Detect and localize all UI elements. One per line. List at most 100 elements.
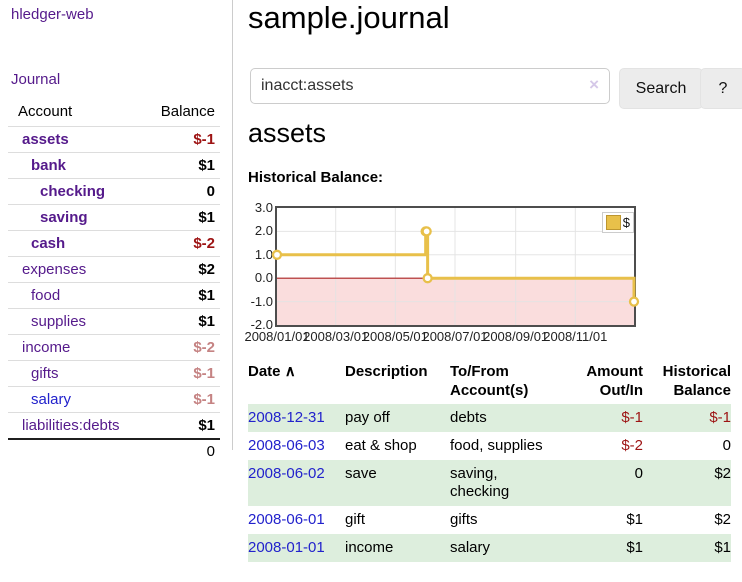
transaction-amount: 0 <box>634 465 643 482</box>
account-row: salary $-1 <box>8 386 220 413</box>
transaction-date-link[interactable]: 2008-06-02 <box>248 465 325 482</box>
sidebar-account-link[interactable]: bank <box>31 157 67 174</box>
transaction-accounts: saving, checking <box>450 465 510 500</box>
sidebar-account-link[interactable]: liabilities:debts <box>22 417 120 434</box>
search-row: × Search ? <box>248 68 742 109</box>
register-row: 2008-06-01 gift gifts $1 $2 <box>248 506 731 534</box>
transaction-amount: $1 <box>626 539 643 556</box>
y-tick-label: 0.0 <box>254 270 273 286</box>
transaction-date-link[interactable]: 2008-06-03 <box>248 437 325 454</box>
transaction-description: gift <box>345 511 366 528</box>
transaction-accounts-cell: gifts <box>450 506 567 534</box>
sidebar-account-link[interactable]: expenses <box>22 261 87 278</box>
total-row-spacer <box>8 438 147 463</box>
account-row: cash $-2 <box>8 230 220 257</box>
sidebar-account-link[interactable]: assets <box>22 131 69 148</box>
legend-swatch-icon <box>605 215 621 230</box>
transaction-amount: $1 <box>626 511 643 528</box>
sidebar-account-link[interactable]: food <box>31 287 61 304</box>
register-col-amount: Amount Out/In <box>586 363 643 399</box>
clear-search-icon[interactable]: × <box>589 75 599 94</box>
account-name-cell: food <box>8 282 147 309</box>
sidebar-total-row: 0 <box>8 438 220 463</box>
accounts-header-row: Account Balance <box>8 100 220 127</box>
transaction-accounts: food, supplies <box>450 437 543 454</box>
register-col-balance: Historical Balance <box>662 363 731 399</box>
transaction-accounts: gifts <box>450 511 478 528</box>
account-row: food $1 <box>8 282 220 309</box>
transaction-date-link[interactable]: 2008-12-31 <box>248 409 325 426</box>
account-balance: $2 <box>146 256 220 283</box>
register-body: 2008-12-31 pay off debts $-1 $-1 2008-06-03 ea… <box>248 404 731 562</box>
accounts-table: Account Balance assets $-1 bank $1 checking 0… <box>8 100 220 463</box>
transaction-accounts: debts <box>450 409 487 426</box>
help-button[interactable]: ? <box>700 68 742 109</box>
transaction-description: eat & shop <box>345 437 417 454</box>
register-col-accounts: To/From Account(s) <box>450 358 567 404</box>
journal-nav-link[interactable]: Journal <box>11 71 61 88</box>
account-row: liabilities:debts $1 <box>8 412 220 439</box>
legend-label: $ <box>622 215 630 230</box>
account-name-cell: supplies <box>8 308 147 335</box>
account-balance: $-2 <box>146 230 220 257</box>
account-balance: $-1 <box>146 126 220 153</box>
search-button[interactable]: Search <box>619 68 703 109</box>
account-balance: $-1 <box>146 360 220 387</box>
sidebar-account-link[interactable]: gifts <box>31 365 59 382</box>
transaction-date-link[interactable]: 2008-06-01 <box>248 511 325 528</box>
account-balance: $-1 <box>146 386 220 413</box>
sidebar-account-link[interactable]: salary <box>31 391 72 408</box>
account-balance: $1 <box>146 412 220 439</box>
transaction-amount: $-2 <box>621 437 643 454</box>
x-tick-label: 2008/09/01 <box>483 329 549 344</box>
transaction-accounts-cell: salary <box>450 534 567 562</box>
transaction-accounts-cell: saving, checking <box>450 460 567 506</box>
sidebar-account-link[interactable]: income <box>22 339 71 356</box>
sidebar-account-link[interactable]: supplies <box>31 313 87 330</box>
sidebar-account-link[interactable]: checking <box>40 183 106 200</box>
transaction-accounts: salary <box>450 539 491 556</box>
account-name-cell: expenses <box>8 256 147 283</box>
sidebar-account-link[interactable]: saving <box>40 209 88 226</box>
account-column-header: Account <box>18 103 73 120</box>
register-table: Date ∧ Description To/From Account(s) Am… <box>248 358 731 562</box>
x-tick-label: 2008/11/01 <box>543 329 608 344</box>
register-col-description: Description <box>345 363 428 380</box>
transaction-balance: $2 <box>714 511 731 528</box>
transaction-description: income <box>345 539 394 556</box>
account-name-cell: checking <box>8 178 147 205</box>
account-row: assets $-1 <box>8 126 220 153</box>
search-input[interactable] <box>250 68 610 104</box>
account-balance: $1 <box>146 282 220 309</box>
chart-title: Historical Balance: <box>248 169 384 186</box>
account-row: supplies $1 <box>8 308 220 335</box>
account-row: bank $1 <box>8 152 220 179</box>
account-name-cell: liabilities:debts <box>8 412 147 439</box>
transaction-description: save <box>345 465 377 482</box>
account-name-cell: bank <box>8 152 147 179</box>
x-tick-label: 2008/05/01 <box>362 329 428 344</box>
y-tick-label: 2.0 <box>254 223 273 239</box>
date-header-label: Date <box>248 363 281 380</box>
account-row: income $-2 <box>8 334 220 361</box>
account-balance: $-2 <box>146 334 220 361</box>
y-tick-label: 3.0 <box>254 200 273 215</box>
sort-ascending-icon: ∧ <box>284 363 296 380</box>
account-balance: 0 <box>146 178 220 205</box>
account-name-cell: saving <box>8 204 147 231</box>
sidebar-account-link[interactable]: cash <box>31 235 66 252</box>
transaction-balance: $-1 <box>709 409 731 426</box>
account-row: gifts $-1 <box>8 360 220 387</box>
sidebar-accounts-body: assets $-1 bank $1 checking 0 saving $1 cash $-2 e… <box>8 126 220 439</box>
transaction-accounts-cell: debts <box>450 404 567 432</box>
account-name-cell: salary <box>8 386 147 413</box>
account-name-cell: gifts <box>8 360 147 387</box>
transaction-date-link[interactable]: 2008-01-01 <box>248 539 325 556</box>
y-tick-label: 1.0 <box>254 246 273 262</box>
transaction-balance: $2 <box>714 465 731 482</box>
register-col-date[interactable]: Date ∧ <box>248 358 345 404</box>
y-tick-label: -2.0 <box>250 317 273 332</box>
brand-link[interactable]: hledger-web <box>11 6 94 23</box>
sidebar: hledger-web Journal Account Balance asse… <box>0 0 233 463</box>
account-balance: $1 <box>146 204 220 231</box>
